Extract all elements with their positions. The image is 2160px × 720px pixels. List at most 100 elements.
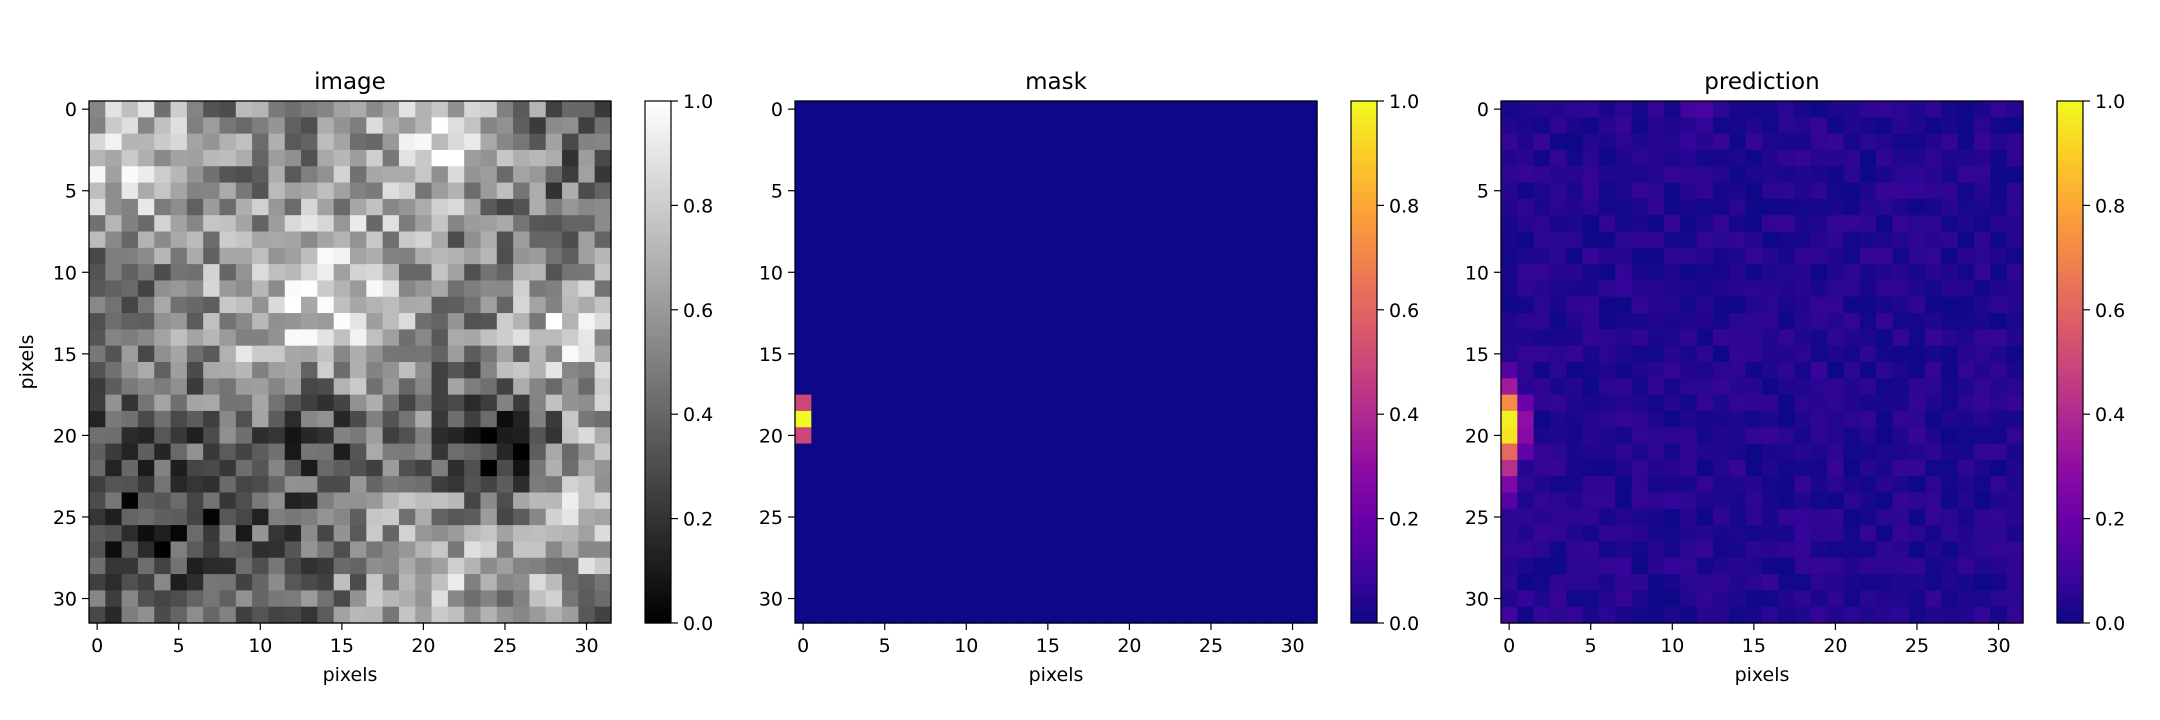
heatmap-cell bbox=[1533, 345, 1551, 363]
heatmap-cell bbox=[1533, 574, 1551, 591]
heatmap-cell bbox=[333, 508, 351, 526]
heatmap-cell bbox=[350, 427, 367, 445]
heatmap-cell bbox=[1696, 394, 1714, 412]
heatmap-cell bbox=[1925, 606, 1943, 624]
heatmap-cell bbox=[252, 247, 270, 265]
heatmap-cell bbox=[1039, 427, 1057, 445]
heatmap-cell bbox=[1762, 198, 1779, 216]
heatmap-cell bbox=[594, 443, 612, 461]
heatmap-cell bbox=[301, 410, 318, 428]
heatmap-cell bbox=[1039, 525, 1057, 543]
heatmap-cell bbox=[892, 166, 910, 184]
heatmap-cell bbox=[1745, 149, 1763, 167]
heatmap-cell bbox=[186, 459, 204, 477]
heatmap-cell bbox=[860, 280, 878, 298]
heatmap-cell bbox=[843, 574, 861, 591]
heatmap-cell bbox=[252, 525, 270, 543]
heatmap-cell bbox=[464, 296, 482, 314]
colorbar-step bbox=[645, 325, 671, 332]
heatmap-cell bbox=[1990, 394, 2008, 412]
heatmap-cell bbox=[235, 362, 253, 379]
heatmap-cell bbox=[811, 329, 829, 347]
heatmap-cell bbox=[958, 345, 976, 363]
heatmap-cell bbox=[795, 459, 812, 477]
heatmap-cell bbox=[1088, 492, 1106, 510]
heatmap-cell bbox=[382, 590, 400, 608]
heatmap-cell bbox=[1729, 198, 1747, 216]
heatmap-cell bbox=[1680, 215, 1698, 233]
heatmap-cell bbox=[843, 557, 861, 575]
heatmap-cell bbox=[1566, 231, 1584, 249]
colorbar-step bbox=[1351, 106, 1377, 113]
heatmap-cell bbox=[398, 427, 416, 445]
heatmap-cell bbox=[1582, 345, 1600, 363]
heatmap-cell bbox=[1713, 492, 1730, 510]
heatmap-cell bbox=[958, 313, 976, 330]
colorbar-step bbox=[1351, 435, 1377, 441]
heatmap-cell bbox=[1713, 264, 1730, 282]
heatmap-cell bbox=[1941, 443, 1959, 461]
heatmap-cell bbox=[1582, 296, 1600, 314]
heatmap-cell bbox=[529, 590, 547, 608]
heatmap-cell bbox=[1908, 443, 1926, 461]
heatmap-cell bbox=[431, 149, 449, 167]
heatmap-cell bbox=[366, 345, 384, 363]
heatmap-cell bbox=[496, 264, 514, 282]
heatmap-cell bbox=[284, 231, 302, 249]
heatmap-cell bbox=[284, 329, 302, 347]
heatmap-cell bbox=[1072, 574, 1090, 591]
heatmap-cell bbox=[909, 492, 927, 510]
heatmap-cell bbox=[219, 508, 237, 526]
heatmap-cell bbox=[1778, 508, 1796, 526]
heatmap-cell bbox=[1859, 166, 1877, 184]
heatmap-cell bbox=[1007, 280, 1024, 298]
heatmap-cell bbox=[909, 149, 927, 167]
heatmap-cell bbox=[1202, 182, 1220, 200]
heatmap-cell bbox=[415, 231, 433, 249]
heatmap-cell bbox=[1631, 313, 1649, 330]
heatmap-cell bbox=[811, 606, 829, 624]
heatmap-cell bbox=[268, 362, 286, 379]
heatmap-cell bbox=[1647, 606, 1665, 624]
heatmap-cell bbox=[1300, 362, 1318, 379]
colorbar-step bbox=[645, 283, 671, 290]
heatmap-cell bbox=[1202, 476, 1220, 494]
heatmap-cell bbox=[350, 182, 367, 200]
heatmap-cell bbox=[137, 117, 155, 135]
heatmap-cell bbox=[350, 525, 367, 543]
heatmap-cell bbox=[876, 410, 894, 428]
heatmap-cell bbox=[1170, 166, 1188, 184]
heatmap-cell bbox=[1631, 247, 1649, 265]
heatmap-cell bbox=[1859, 590, 1877, 608]
heatmap-cell bbox=[1300, 264, 1318, 282]
heatmap-cell bbox=[974, 166, 992, 184]
heatmap-cell bbox=[1251, 182, 1269, 200]
heatmap-cell bbox=[170, 264, 188, 282]
heatmap-cell bbox=[1615, 264, 1633, 282]
heatmap-cell bbox=[186, 101, 204, 118]
heatmap-cell bbox=[1859, 606, 1877, 624]
colorbar-step bbox=[645, 518, 671, 525]
heatmap-cell bbox=[89, 492, 106, 510]
heatmap-cell bbox=[1137, 101, 1155, 118]
colorbar-tick-label: 0.4 bbox=[1389, 404, 1419, 426]
heatmap-cell bbox=[909, 133, 927, 151]
heatmap-cell bbox=[1582, 574, 1600, 591]
heatmap-cell bbox=[1631, 264, 1649, 282]
heatmap-cell bbox=[1088, 410, 1106, 428]
heatmap-cell bbox=[1680, 133, 1698, 151]
heatmap-cell bbox=[1957, 231, 1975, 249]
heatmap-cell bbox=[1957, 247, 1975, 265]
heatmap-cell bbox=[219, 394, 237, 412]
heatmap-cell bbox=[1876, 394, 1894, 412]
heatmap-cell bbox=[1810, 525, 1828, 543]
colorbar-step bbox=[2057, 335, 2083, 342]
heatmap-cell bbox=[1827, 574, 1845, 591]
heatmap-cell bbox=[1039, 492, 1057, 510]
heatmap-cell bbox=[1925, 394, 1943, 412]
heatmap-cell bbox=[219, 492, 237, 510]
heatmap-cell bbox=[1023, 313, 1041, 330]
heatmap-cell bbox=[1908, 215, 1926, 233]
heatmap-cell bbox=[860, 410, 878, 428]
heatmap-cell bbox=[137, 280, 155, 298]
